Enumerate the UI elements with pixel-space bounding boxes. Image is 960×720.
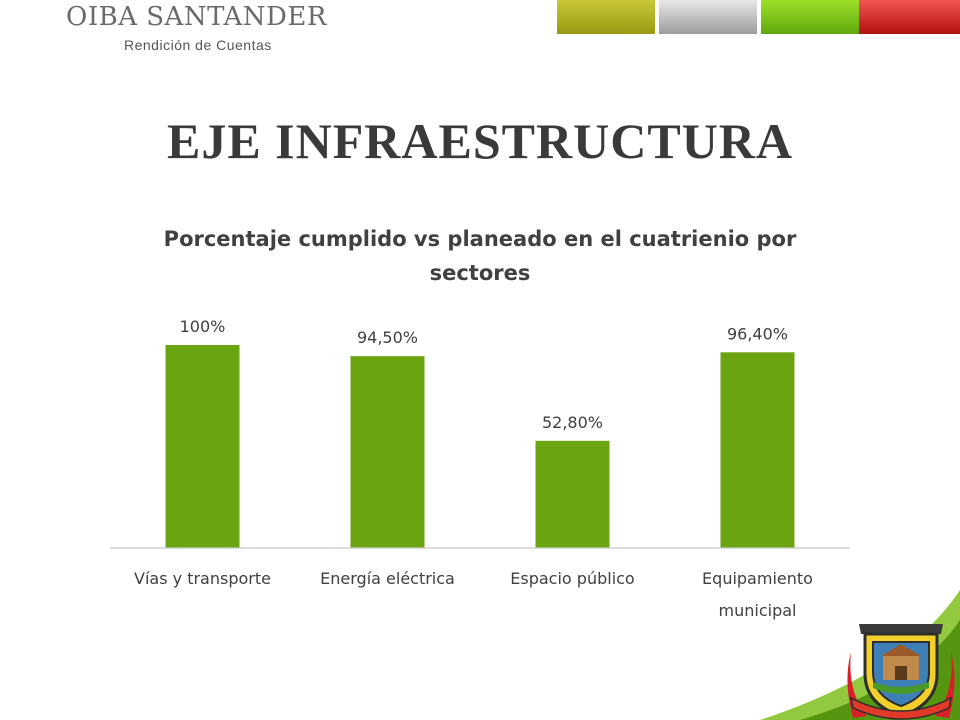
category-label-4: Equipamiento municipal [702,569,813,620]
slide-title: EJE INFRAESTRUCTURA [166,113,794,169]
bar-4 [720,352,795,548]
header-color-band-olive [557,0,655,34]
municipal-coat-of-arms-icon [847,624,955,720]
category-tick-labels: Vías y transporte Energía eléctrica Espaci… [134,569,813,620]
brand-subtitle: Rendición de Cuentas [124,37,272,53]
header-color-band-red [859,0,960,34]
data-label-3: 52,80% [542,413,603,432]
bar-series [165,345,795,548]
data-label-1: 100% [180,317,226,336]
brand-name: OIBA SANTANDER [66,2,327,32]
bar-2 [350,356,425,548]
category-label-2: Energía eléctrica [320,569,455,588]
bar-1 [165,345,240,548]
data-label-2: 94,50% [357,328,418,347]
data-labels: 100% 94,50% 52,80% 96,40% [180,317,788,432]
bar-3 [535,440,610,548]
chart-title: Porcentaje cumplido vs planeado en el cu… [163,227,797,285]
header-color-band-green [761,0,859,34]
category-label-3: Espacio público [510,569,634,588]
category-label-1: Vías y transporte [134,569,271,588]
data-label-4: 96,40% [727,324,788,343]
header-color-band-gray [659,0,757,34]
